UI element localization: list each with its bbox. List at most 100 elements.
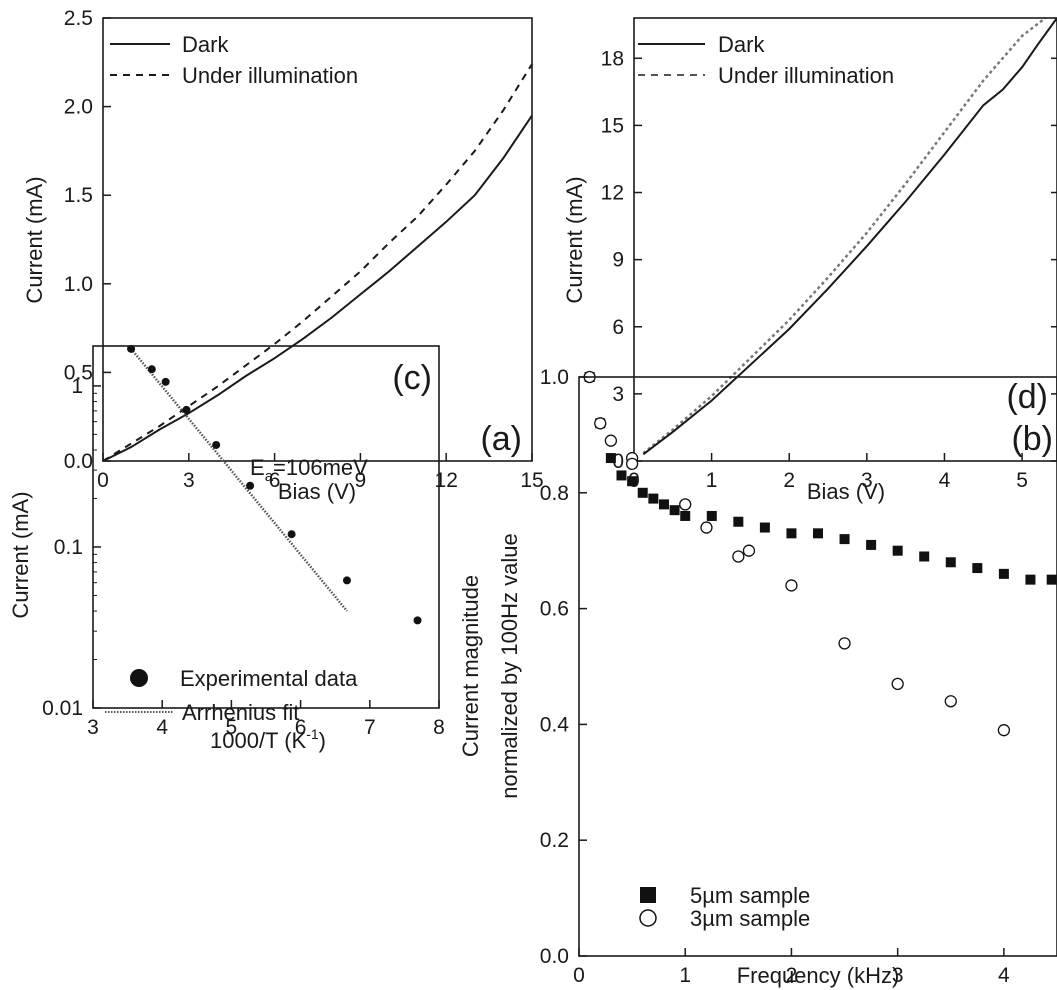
panel-b-y-axis-label: Current (mA) [562,176,587,303]
data-point-experimental [161,377,170,386]
data-point-5um [866,539,877,550]
data-point-experimental [342,576,351,585]
x-tick-label: 4 [939,469,951,492]
y-tick-label: 3 [612,383,624,406]
data-point-3um [594,417,607,430]
y-tick-label: 0 [612,450,624,473]
y-tick-label: 2.5 [64,7,93,30]
data-point-5um [972,563,983,574]
y-tick-label: 0.4 [540,713,570,736]
panel-a-ticks: 0 3 6 9 12 15 0.0 0.5 1.0 1.5 2.0 2.5 [64,7,544,492]
x-tick-label: 5 [1016,469,1028,492]
panel-b-x-axis-label: Bias (V) [807,479,885,504]
x-tick-label: 0 [573,964,585,987]
panel-c-legend-arrhenius: Arrhenius fit [182,700,299,725]
series-line-arrhenius-fit [130,348,348,612]
y-tick-label: 0.5 [64,361,93,384]
x-tick-label: 4 [998,964,1010,987]
panel-b-legend-illumination: Under illumination [718,63,894,88]
panel-c-label: (c) [392,359,432,397]
data-point-5um [616,470,627,481]
data-point-5um [813,528,823,539]
data-point-5um [658,499,669,510]
data-point-5um [759,522,770,533]
y-tick-label: 1 [71,375,83,398]
data-point-5um [945,557,956,568]
panel-d: 0 1 2 3 40.00.20.40.60.81.0 Frequency (kHz) … [458,366,1057,988]
data-point-5um [892,545,903,556]
data-point-3um [891,677,904,691]
panel-b-ticks: 0123450369121518 [601,47,1057,492]
data-point-experimental [147,365,156,374]
data-point-5um [998,568,1009,579]
data-point-5um [1046,574,1057,585]
panel-d-frame [578,376,1057,957]
panel-a-x-axis-label: Bias (V) [278,479,356,504]
x-tick-label: 3 [892,964,904,987]
panel-c: 3 4 5 6 7 8 0.01 0.1 1 1000/T (K-1) Current (mA)… [8,344,445,753]
x-tick-label: 3 [87,716,99,739]
panel-b-plot-area [642,17,1057,456]
y-tick-label: 6 [612,316,624,339]
panel-c-legend-experimental: Experimental data [180,666,358,691]
data-point-experimental [182,405,191,414]
data-point-experimental [413,616,422,625]
data-point-experimental [212,440,221,449]
panel-b: 0123450369121518 Bias (V) Current (mA) D… [562,17,1057,504]
panel-d-ticks: 0 1 2 3 4 0.0 0.2 0.4 0.6 0.8 1.0 [540,366,1010,987]
x-tick-label: 7 [364,716,376,739]
data-point-3um [944,695,957,708]
panel-a-plot-area [102,63,533,462]
x-tick-label: 2 [783,469,795,492]
y-tick-label: 12 [601,182,624,205]
series-line-dark [102,114,533,462]
data-point-3um [604,434,618,447]
panel-d-x-axis-label: Frequency (kHz) [737,963,900,988]
panel-c-activation-energy-annotation: Ea=106meV [250,455,368,485]
panel-b-label: (b) [1011,420,1053,458]
data-point-5um [627,476,638,487]
data-point-5um [919,551,930,562]
x-tick-label: 5 [226,716,238,739]
y-tick-label: 0.8 [540,482,569,505]
panel-d-legend-marker-5um [640,887,656,903]
panel-d-y-axis-label-line1: Current magnitude [458,575,483,757]
panel-d-legend-marker-3um [639,909,657,927]
panel-c-plot-area [127,344,422,625]
panel-d-legend-3um: 3µm sample [690,906,810,931]
y-tick-label: 0.0 [64,450,93,473]
y-tick-label: 0.0 [540,945,569,968]
y-tick-label: 2.0 [64,96,93,119]
x-tick-label: 1 [679,964,691,987]
data-point-3um [625,457,639,471]
data-point-5um [605,453,616,464]
y-tick-label: 1.0 [64,273,93,296]
panel-a-label: (a) [480,420,522,458]
data-point-5um [786,528,797,539]
panel-b-legend-dark: Dark [718,32,765,57]
panel-d-legend-5um: 5µm sample [690,883,810,908]
data-point-3um [997,724,1011,737]
data-point-experimental [127,344,136,353]
data-point-3um [700,521,713,534]
y-tick-label: 18 [601,47,624,70]
x-tick-label: 4 [156,716,168,739]
panel-a: 0 3 6 9 12 15 0.0 0.5 1.0 1.5 2.0 2.5 Bias (V) Curr… [22,7,544,504]
x-tick-label: 12 [435,469,458,492]
panel-b-frame [633,17,1057,462]
x-tick-label: 15 [520,469,543,492]
data-point-5um [1025,574,1036,585]
panel-d-label: (d) [1006,378,1048,416]
data-point-3um [742,544,756,557]
series-line-under-illumination [102,63,533,462]
data-point-3um [679,498,692,511]
panel-c-ticks: 3 4 5 6 7 8 0.01 0.1 1 [42,375,445,739]
panel-c-y-axis-label: Current (mA) [8,491,33,618]
y-tick-label: 1.0 [540,366,569,389]
panel-c-frame [92,345,440,709]
y-tick-label: 0.6 [540,598,569,621]
panel-a-y-axis-label: Current (mA) [22,176,47,303]
data-point-5um [733,516,744,527]
y-tick-label: 0.01 [42,697,83,720]
